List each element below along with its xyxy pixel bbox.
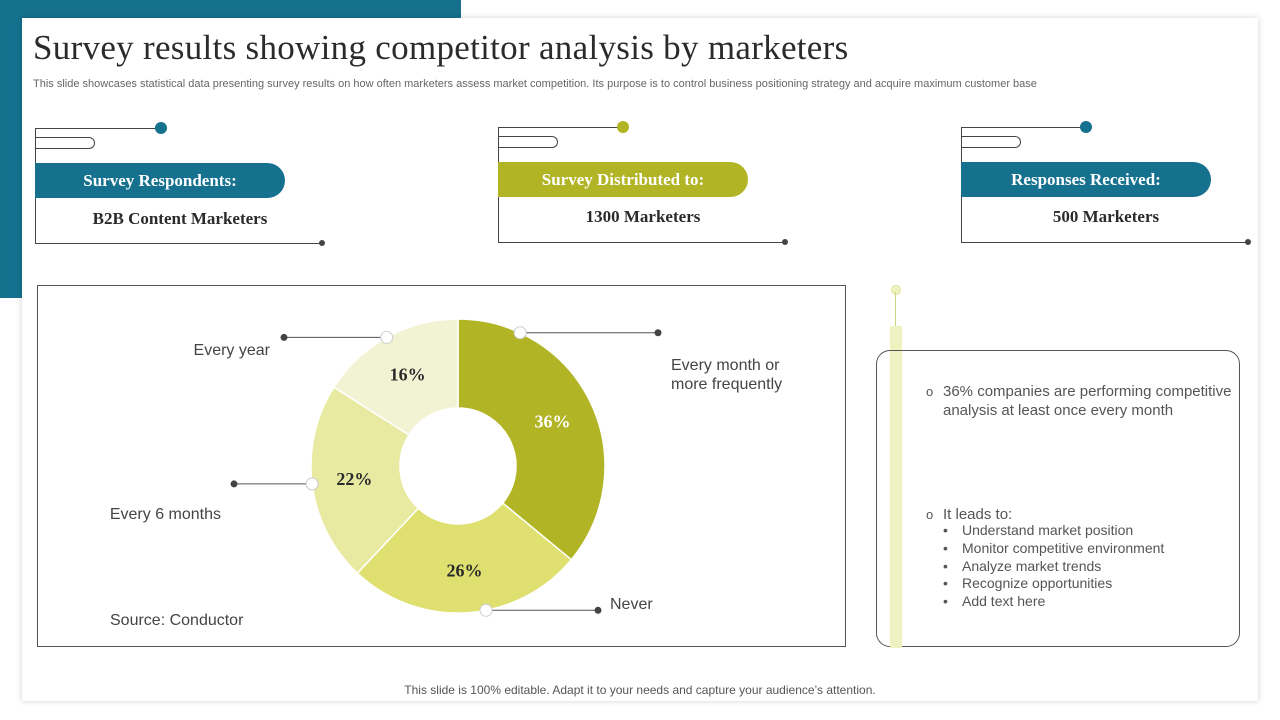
- card-label: Survey Respondents:: [35, 163, 285, 198]
- donut-slice: [457, 318, 606, 561]
- callout-anchor: [380, 330, 394, 344]
- callout-end-dot: [230, 480, 238, 488]
- callout-end-dot: [594, 606, 602, 614]
- timeline-dot: [891, 285, 901, 295]
- donut-chart-panel: 36% 26% 22% 16% Every month or more frequentl…: [37, 285, 846, 647]
- card-value: B2B Content Marketers: [92, 209, 268, 228]
- page-subtitle: This slide showcases statistical data pr…: [33, 78, 1037, 90]
- circle-bullet-icon: o: [926, 507, 934, 522]
- slice-value-label: 16%: [390, 364, 426, 384]
- insights-panel: [876, 350, 1240, 647]
- card-label: Survey Distributed to:: [498, 162, 748, 197]
- survey-distributed-card: Survey Distributed to: 1300 Marketers: [498, 117, 818, 247]
- card-marker-dot: [617, 121, 629, 133]
- insight-heading: It leads to:: [943, 506, 1013, 523]
- list-item: Understand market position: [943, 522, 1164, 540]
- donut-slice: [356, 501, 573, 614]
- insight-text: 36% companies are performing competitive…: [943, 383, 1232, 419]
- circle-bullet-icon: o: [926, 384, 934, 399]
- card-value: 500 Marketers: [1052, 207, 1160, 226]
- donut-chart: 36% 26% 22% 16% Every month or more frequentl…: [110, 318, 782, 617]
- card-marker-dot: [155, 122, 167, 134]
- responses-received-card: Responses Received: 500 Marketers: [961, 117, 1280, 247]
- donut-slice: [332, 318, 459, 436]
- category-label: Every year: [194, 342, 271, 359]
- slice-value-label: 22%: [336, 469, 372, 489]
- slice-value-label: 26%: [447, 560, 483, 580]
- callout-anchor: [479, 603, 493, 617]
- survey-respondents-card: Survey Respondents: B2B Content Marketer…: [35, 118, 355, 248]
- slice-value-label: 36%: [535, 412, 571, 432]
- callout-anchor: [513, 326, 527, 340]
- callout-anchor: [305, 477, 319, 491]
- footer-note: This slide is 100% editable. Adapt it to…: [404, 683, 876, 697]
- insights-accent-bar: [890, 370, 902, 648]
- category-label: Every 6 months: [110, 506, 221, 523]
- list-item: Add text here: [943, 593, 1164, 611]
- category-label: Never: [610, 596, 653, 613]
- card-value: 1300 Marketers: [585, 207, 701, 226]
- callout-end-dot: [280, 333, 288, 341]
- list-item: Analyze market trends: [943, 558, 1164, 576]
- callout-end-dot: [654, 329, 662, 337]
- list-item: Recognize opportunities: [943, 575, 1164, 593]
- insight-sub-list: Understand market position Monitor compe…: [943, 522, 1164, 611]
- category-label: Every month or more frequently: [671, 357, 782, 393]
- list-item: Monitor competitive environment: [943, 540, 1164, 558]
- donut-slice: [310, 386, 420, 575]
- chart-source: Source: Conductor: [110, 612, 244, 629]
- card-label: Responses Received:: [961, 162, 1211, 197]
- timeline-stem: [895, 292, 896, 328]
- page-title: Survey results showing competitor analys…: [33, 28, 849, 67]
- card-marker-dot: [1080, 121, 1092, 133]
